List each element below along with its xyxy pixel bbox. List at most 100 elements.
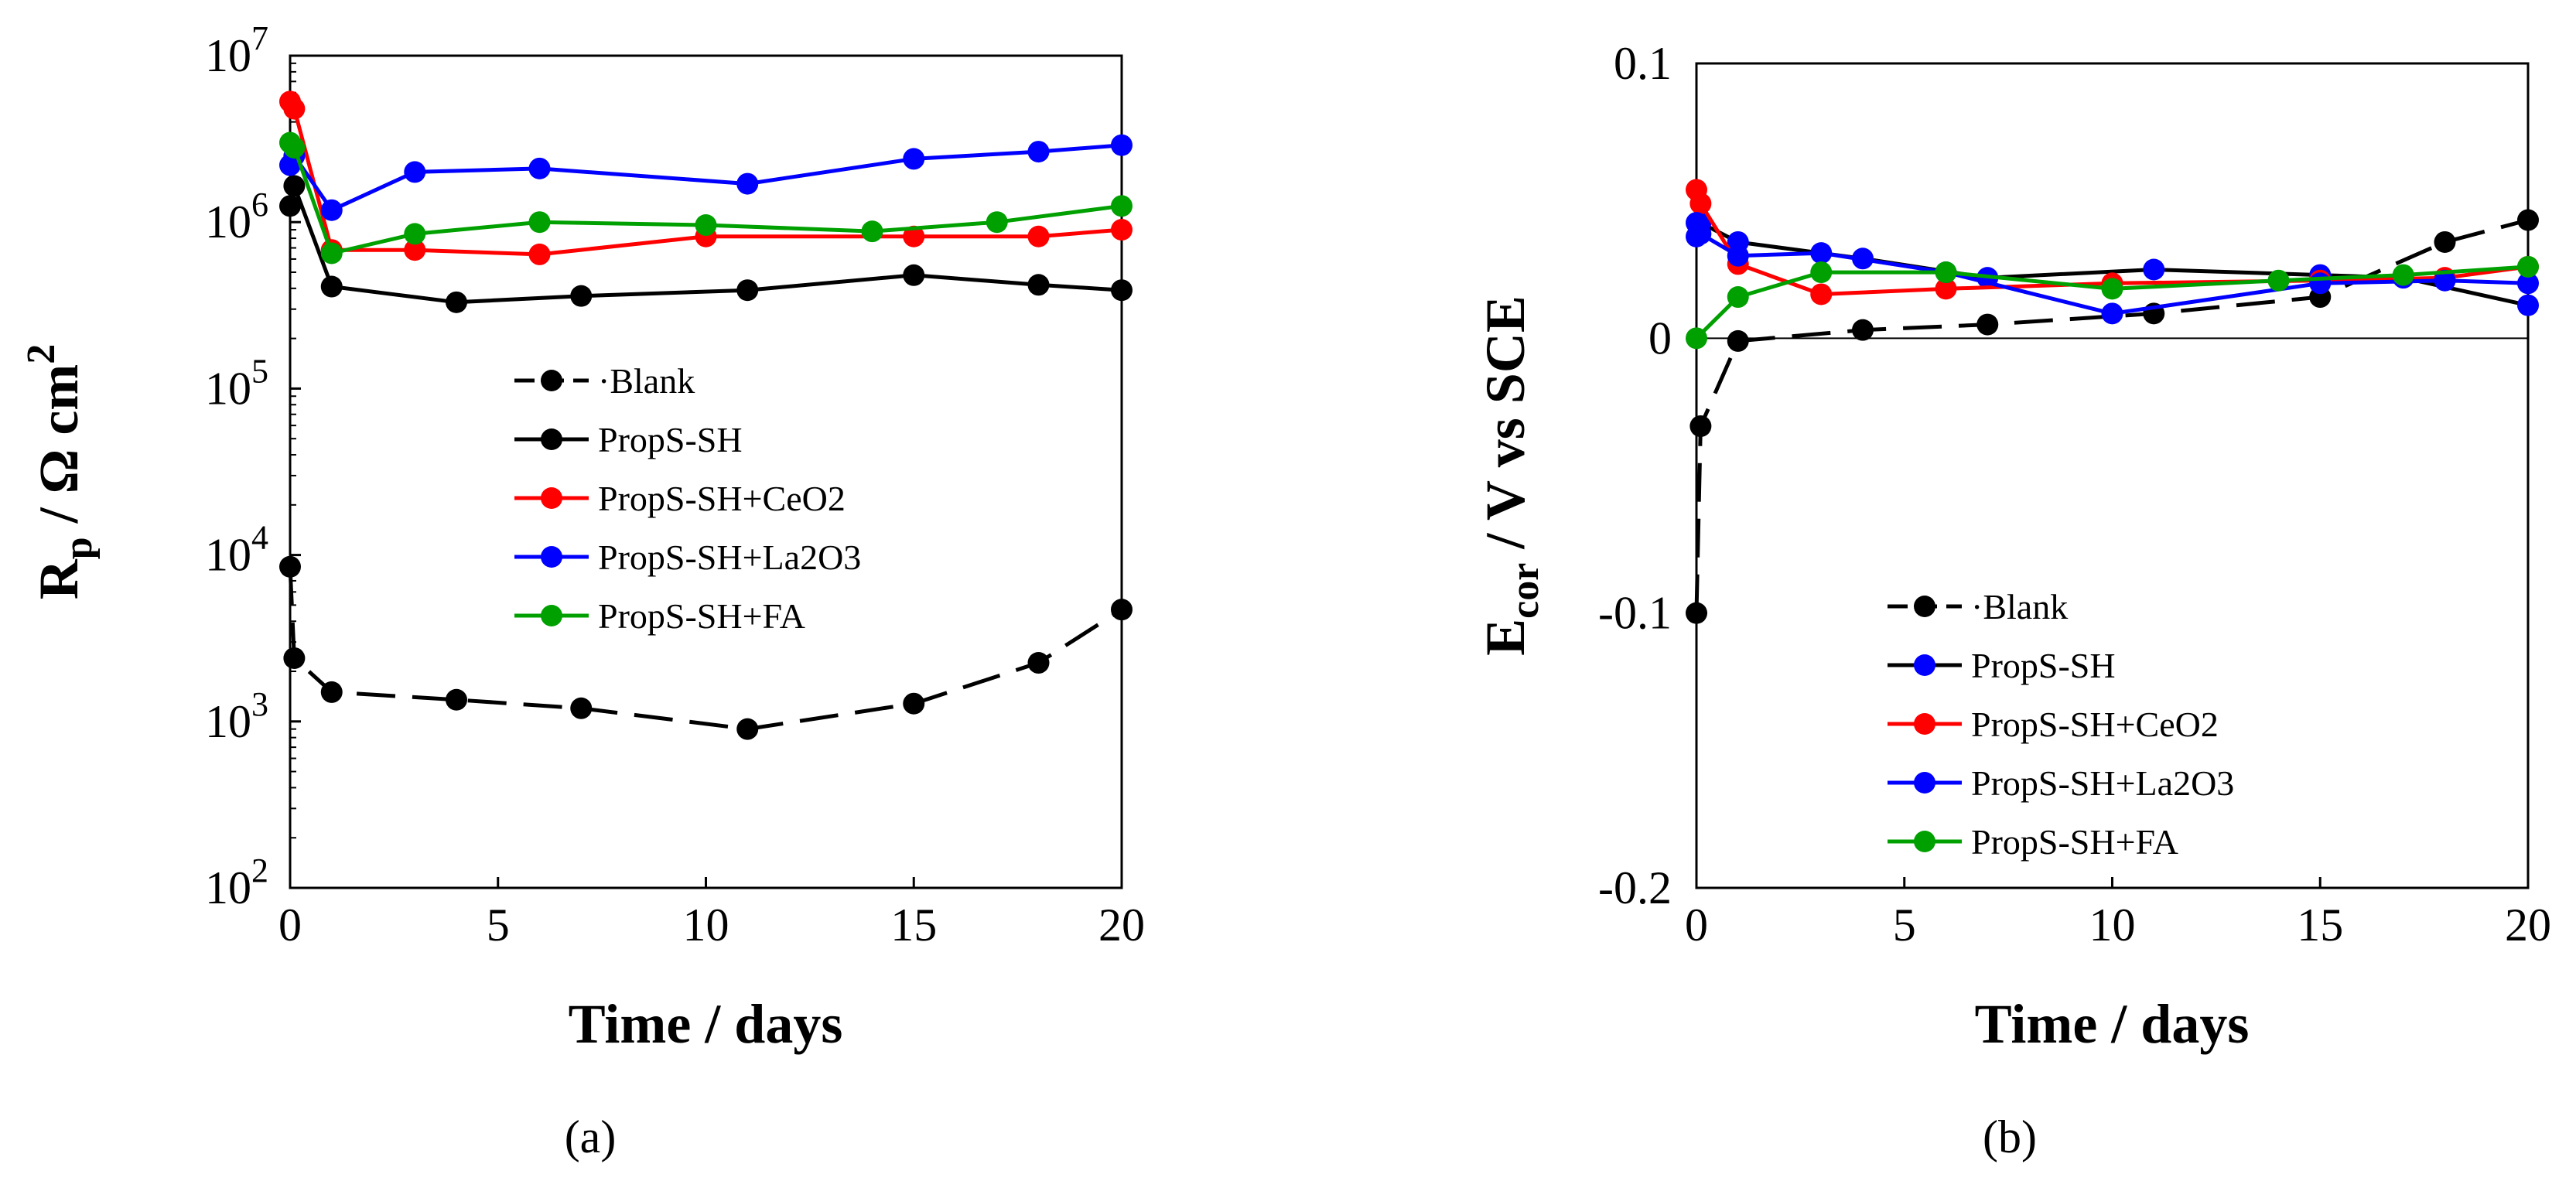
chart-b-point xyxy=(1852,319,1874,341)
chart-a-y-tick-label: 103 xyxy=(205,685,268,747)
chart-b-y-ticks: -0.2 -0.1 0 0.1 xyxy=(1598,38,1707,913)
chart-a-y-tick-label: 102 xyxy=(205,852,268,913)
chart-b-x-ticks: 0 5 10 15 20 xyxy=(1685,877,2551,951)
chart-b-point xyxy=(1727,244,1749,267)
chart-a-point xyxy=(1027,225,1050,247)
chart-b-y-label-sub: cor xyxy=(1503,563,1547,619)
chart-a-point xyxy=(283,136,306,159)
chart-a-y-label-sup: 2 xyxy=(19,344,63,364)
chart-a-y-tick-label: 105 xyxy=(205,352,268,414)
chart-a-point xyxy=(986,211,1008,234)
chart-a-y-tick-label: 107 xyxy=(205,19,268,81)
chart-b-legend-marker xyxy=(1914,596,1935,617)
chart-b-point xyxy=(1935,278,1957,300)
chart-a-y-tick-exp: 2 xyxy=(251,852,268,889)
chart-a-point xyxy=(528,211,551,234)
chart-a-y-tick-exp: 7 xyxy=(251,19,268,57)
chart-b-point xyxy=(1689,193,1712,215)
chart-a-legend: ·Blank PropS-SH PropS-SH+CeO2 PropS-SH+La2O… xyxy=(514,361,861,636)
chart-b-point xyxy=(1686,602,1707,624)
chart-b-x-tick-label: 15 xyxy=(2297,899,2343,951)
chart-b-point xyxy=(2101,278,2123,300)
chart-a-point xyxy=(1027,274,1050,296)
chart-a-y-tick-label: 106 xyxy=(205,186,268,247)
chart-b-series xyxy=(1686,179,2539,624)
chart-a-y-tick-label: 104 xyxy=(205,519,268,581)
chart-b-point xyxy=(2392,264,2414,286)
chart-a-point xyxy=(695,214,717,237)
chart-a-point xyxy=(1111,195,1133,217)
chart-b-legend-marker xyxy=(1914,654,1935,676)
chart-a-point xyxy=(528,157,551,179)
chart-b-legend-label: PropS-SH+CeO2 xyxy=(1971,705,2219,744)
chart-b-panel-label: (b) xyxy=(1983,1111,2037,1162)
chart-b-x-tick-label: 5 xyxy=(1893,899,1916,951)
chart-a-y-label-unit: / Ω cm xyxy=(28,364,90,538)
chart-b-y-label-unit: / V vs SCE xyxy=(1474,295,1536,562)
chart-a-y-tick-base: 10 xyxy=(205,363,251,414)
chart-a-point xyxy=(446,291,467,313)
chart-b-point xyxy=(1727,286,1749,309)
chart-b-point xyxy=(2267,269,2290,292)
chart-a-x-tick-label: 10 xyxy=(683,899,729,951)
chart-b-legend-marker xyxy=(1914,831,1935,852)
chart-b-x-axis-label: Time / days xyxy=(1975,993,2250,1055)
chart-a-point xyxy=(1111,279,1133,302)
chart-a-legend-marker xyxy=(541,546,562,568)
chart-a-point xyxy=(1027,652,1050,674)
chart-b-point xyxy=(1810,242,1833,265)
chart-a-point xyxy=(736,172,759,195)
chart-b-point xyxy=(2143,258,2165,281)
chart-b-x-tick-label: 20 xyxy=(2505,899,2551,951)
chart-b-y-label-base: E xyxy=(1474,619,1536,656)
chart-b-point xyxy=(1686,327,1707,350)
chart-b-legend-label: PropS-SH+FA xyxy=(1971,822,2178,862)
chart-a-point xyxy=(283,647,306,669)
chart-a-point xyxy=(570,285,593,307)
chart-a-y-tick-exp: 4 xyxy=(251,519,268,557)
chart-a-point xyxy=(404,239,426,261)
chart-a-point xyxy=(404,161,426,183)
chart-a-point xyxy=(320,275,343,298)
chart-b-x-tick-label: 10 xyxy=(2089,899,2136,951)
chart-b-legend-label: PropS-SH+La2O3 xyxy=(1971,763,2234,803)
chart-a-point xyxy=(404,223,426,245)
chart-a-panel-label: (a) xyxy=(565,1111,617,1162)
chart-a-point xyxy=(1111,599,1133,621)
chart-a-legend-marker xyxy=(541,487,562,509)
chart-a-point xyxy=(736,279,759,302)
chart-b-point xyxy=(1689,415,1712,438)
chart-a-point xyxy=(1027,141,1050,163)
chart-a-point xyxy=(320,681,343,703)
chart-b-point xyxy=(2434,230,2456,253)
chart-a-legend-label: ·Blank xyxy=(598,361,695,401)
chart-a-point xyxy=(903,148,925,170)
chart-a-y-tick-exp: 6 xyxy=(251,186,268,224)
chart-b-point xyxy=(1727,329,1749,352)
chart-b-series-line-4 xyxy=(1695,265,2529,340)
chart-a-legend-marker xyxy=(541,605,562,626)
chart-a-y-tick-base: 10 xyxy=(205,196,251,247)
chart-b-point xyxy=(2101,302,2123,325)
chart-b-legend: ·Blank PropS-SH PropS-SH+CeO2 PropS-SH+La2O… xyxy=(1888,587,2234,862)
chart-a-y-tick-base: 10 xyxy=(205,30,251,81)
chart-a-point xyxy=(279,555,301,578)
chart-a-y-axis-label: Rp / Ω cm2 xyxy=(19,344,101,600)
chart-a-series-line-0 xyxy=(288,566,1123,732)
chart-a-point xyxy=(320,242,343,265)
chart-a-x-tick-label: 20 xyxy=(1098,899,1145,951)
chart-b-point xyxy=(1810,261,1833,284)
chart-a-y-label-sub: p xyxy=(56,537,101,559)
chart-b-point xyxy=(2517,272,2539,295)
chart-a-point xyxy=(570,697,593,719)
chart-a-point xyxy=(736,718,759,740)
chart-a-point xyxy=(279,195,301,217)
chart-a-y-tick-base: 10 xyxy=(205,862,251,913)
chart-a-legend-label: PropS-SH xyxy=(598,420,743,459)
chart-b-point xyxy=(2434,269,2456,292)
chart-a-x-axis-label: Time / days xyxy=(569,993,843,1055)
chart-a-point xyxy=(283,97,306,120)
